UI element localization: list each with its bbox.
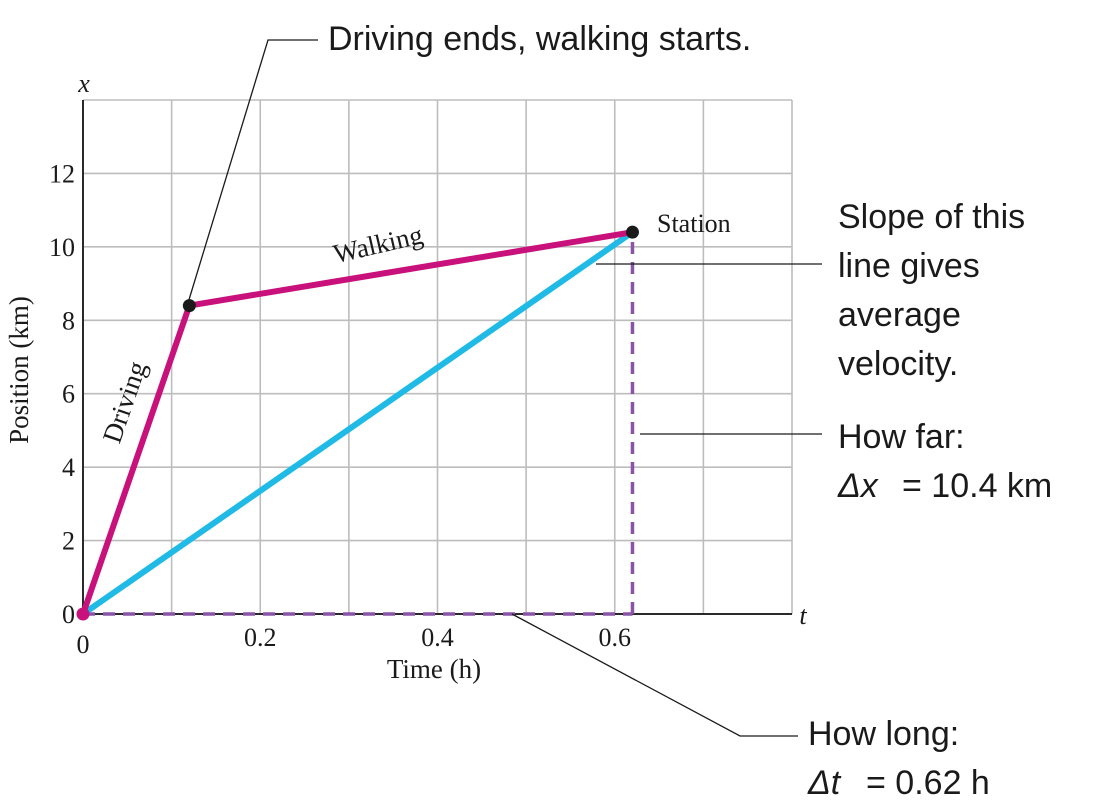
series-lines (80, 229, 636, 617)
x-tick-labels: 0 0.2 0.4 0.6 (77, 623, 632, 659)
y-axis-symbol: x (77, 69, 90, 98)
how-long-leader (511, 613, 798, 737)
data-points (76, 225, 639, 621)
start-point (76, 607, 90, 621)
y-tick-label: 8 (62, 306, 75, 335)
how-far-symbol: Δx (837, 467, 879, 505)
how-long-title: How long: (808, 715, 959, 753)
x-axis-label: Time (h) (387, 654, 481, 684)
slope-line-4: velocity. (838, 345, 958, 383)
slope-line-1: Slope of this (838, 198, 1025, 236)
how-far-annotation: How far: Δx = 10.4 km (837, 418, 1052, 505)
x-tick-label: 0.6 (599, 623, 632, 652)
driving-ends-leader (187, 39, 318, 304)
walking-label: Walking (330, 219, 425, 269)
how-far-title: How far: (838, 418, 965, 456)
measurement-lines (83, 232, 635, 616)
y-axis-label: Position (km) (4, 296, 34, 444)
y-tick-labels: 0 2 4 6 8 10 12 (49, 159, 75, 629)
x-tick-label: 0.4 (421, 623, 454, 652)
y-tick-label: 6 (62, 380, 75, 409)
how-long-symbol: Δt (807, 764, 842, 802)
x-axis-symbol: t (799, 601, 807, 630)
station-point (625, 225, 639, 239)
y-tick-label: 4 (62, 453, 75, 482)
driving-ends-annotation: Driving ends, walking starts. (328, 20, 751, 58)
station-label: Station (657, 209, 731, 238)
x-tick-label: 0 (77, 630, 90, 659)
how-far-value: = 10.4 km (902, 467, 1052, 505)
how-long-value: = 0.62 h (866, 764, 990, 802)
slope-line-3: average (838, 296, 961, 334)
driving-ends-point (182, 299, 196, 313)
average-velocity-line (80, 229, 636, 617)
x-tick-label: 0.2 (244, 623, 277, 652)
slope-annotation: Slope of this line gives average velocit… (838, 198, 1025, 383)
how-long-annotation: How long: Δt = 0.62 h (807, 715, 990, 802)
y-tick-label: 0 (62, 600, 75, 629)
grid (83, 99, 793, 614)
y-tick-label: 10 (49, 233, 75, 262)
y-tick-label: 12 (49, 159, 75, 188)
y-tick-label: 2 (62, 527, 75, 556)
slope-line-2: line gives (838, 247, 980, 285)
